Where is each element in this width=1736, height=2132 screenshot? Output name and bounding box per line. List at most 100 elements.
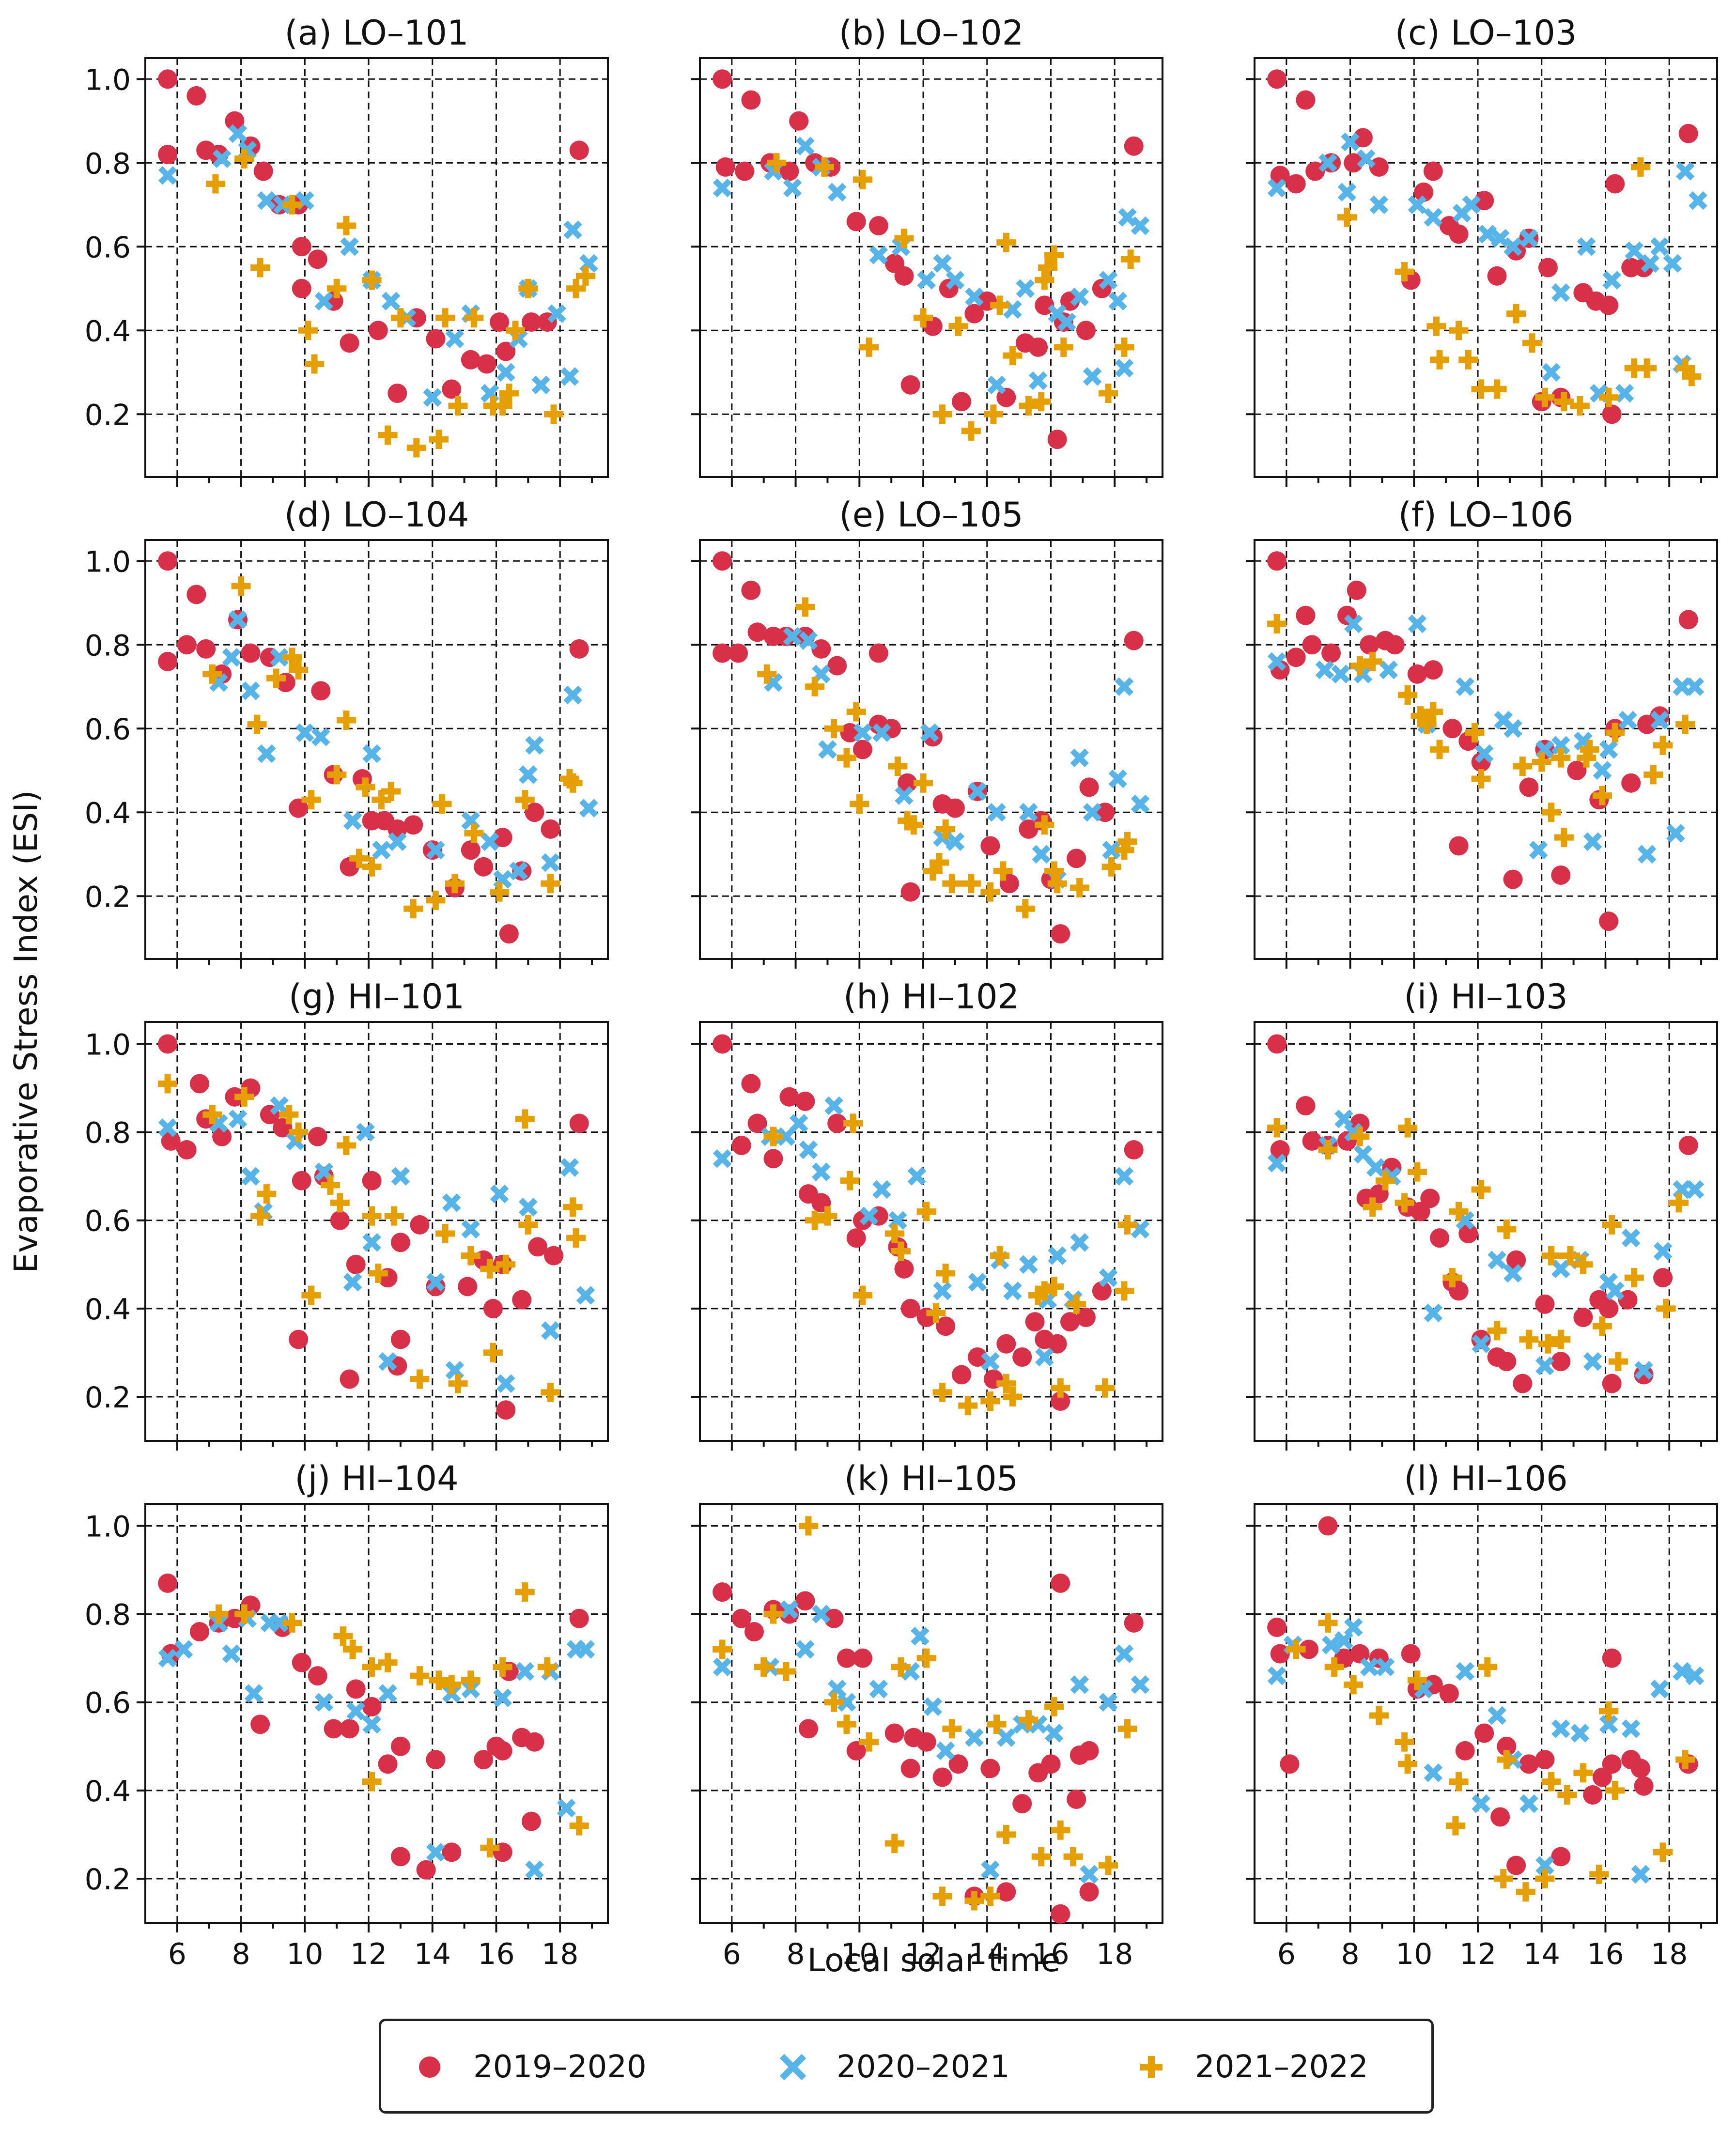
data-point-plus (569, 1816, 589, 1836)
data-point-circle (1602, 1374, 1622, 1393)
data-point-plus (1532, 752, 1551, 772)
data-point-plus (814, 157, 834, 177)
data-point-circle (1503, 869, 1523, 889)
plus-marker-icon (1140, 2056, 1162, 2078)
data-point-x (579, 799, 598, 818)
data-point-circle (900, 375, 920, 395)
data-point-circle (1497, 1352, 1517, 1372)
data-point-circle (1280, 1754, 1300, 1774)
y-tick-label: 0.8 (85, 147, 131, 181)
data-point-circle (177, 635, 197, 655)
data-point-circle (289, 1329, 309, 1349)
data-point-circle (388, 384, 407, 403)
data-point-plus (1337, 207, 1357, 227)
data-point-circle (1506, 1250, 1526, 1270)
data-point-plus (336, 216, 356, 235)
data-point-circle (1678, 610, 1698, 630)
x-tick-label: 8 (1341, 1937, 1359, 1971)
data-point-plus (1047, 874, 1067, 894)
panel-12: (l) HI–106 6 8 10 12 14 16 18 (1246, 1459, 1718, 1971)
data-point-plus (257, 1184, 277, 1204)
data-point-circle (390, 1233, 410, 1252)
data-point-plus (506, 321, 525, 340)
data-point-plus (884, 1834, 904, 1854)
series-2019–2020 (1267, 1516, 1698, 1875)
data-point-plus (1430, 740, 1449, 759)
data-point-circle (1296, 1096, 1316, 1115)
data-point-circle (1678, 124, 1698, 143)
data-point-x (270, 648, 289, 667)
y-tick-label: 0.4 (85, 1293, 131, 1327)
data-point-circle (1535, 1750, 1555, 1770)
data-point-circle (241, 643, 261, 663)
data-point-circle (827, 1113, 847, 1133)
data-point-circle (1634, 1365, 1654, 1385)
data-point-circle (1051, 1391, 1070, 1411)
data-point-x (525, 736, 544, 755)
data-point-plus (390, 308, 410, 328)
x-tick-label: 16 (1587, 1937, 1624, 1971)
data-point-plus (1535, 1869, 1555, 1888)
data-point-x (343, 811, 362, 830)
series-2019–2020 (158, 551, 589, 944)
data-point-plus (1051, 1820, 1070, 1840)
plot-frame (144, 1503, 609, 1924)
data-point-circle (458, 1277, 478, 1297)
circle-marker-icon (419, 2056, 440, 2078)
data-point-circle (158, 1034, 178, 1054)
data-point-x (1675, 162, 1695, 181)
data-point-plus (948, 316, 968, 336)
data-point-x (343, 1272, 362, 1292)
data-point-plus (330, 1193, 350, 1213)
data-point-circle (964, 304, 984, 324)
data-point-x (426, 840, 445, 860)
data-point-circle (1079, 1882, 1099, 1902)
data-point-circle (1551, 1847, 1571, 1867)
data-point-plus (1589, 1864, 1609, 1884)
data-point-circle (158, 144, 178, 164)
data-point-circle (390, 1736, 410, 1756)
data-point-plus (429, 1670, 449, 1690)
data-point-circle (779, 1604, 799, 1624)
data-point-x (212, 149, 232, 168)
data-point-x (270, 1613, 289, 1633)
series-2020–2021 (209, 610, 598, 889)
data-point-plus (996, 1824, 1016, 1844)
series-2021–2022 (158, 1074, 586, 1402)
data-point-circle (846, 212, 866, 232)
y-tick-label: 0.4 (85, 1775, 131, 1808)
data-point-x (1070, 1675, 1089, 1694)
x-tick-label: 6 (1277, 1937, 1296, 1971)
data-point-circle (728, 643, 748, 663)
data-point-circle (747, 1113, 767, 1133)
y-tick-label: 0.4 (85, 314, 131, 348)
data-point-plus (541, 874, 560, 894)
series-2020–2021 (158, 124, 598, 407)
data-point-plus (1398, 1118, 1418, 1138)
data-point-plus (1019, 396, 1038, 416)
data-point-plus (1003, 346, 1023, 366)
data-point-circle (569, 639, 589, 659)
data-point-x (547, 304, 566, 323)
data-point-plus (205, 174, 225, 194)
data-point-x (1366, 1158, 1385, 1177)
series-2021–2022 (202, 576, 583, 919)
data-point-x (496, 1374, 515, 1393)
data-point-circle (1471, 1329, 1491, 1349)
data-point-circle (442, 379, 462, 399)
data-point-plus (1099, 384, 1118, 403)
data-point-x (933, 254, 952, 273)
series-2019–2020 (158, 69, 589, 403)
data-point-circle (362, 1697, 382, 1716)
data-point-x (1650, 237, 1669, 256)
data-point-circle (744, 1622, 764, 1642)
x-tick-label: 18 (1096, 1937, 1133, 1971)
data-point-circle (362, 1171, 382, 1190)
data-point-x (1551, 736, 1570, 755)
data-point-circle (1634, 1776, 1654, 1796)
data-point-circle (1051, 1904, 1070, 1924)
data-point-plus (1471, 769, 1491, 789)
data-point-plus (483, 1343, 503, 1362)
data-point-circle (1012, 1347, 1032, 1367)
x-tick-label: 8 (232, 1937, 250, 1971)
